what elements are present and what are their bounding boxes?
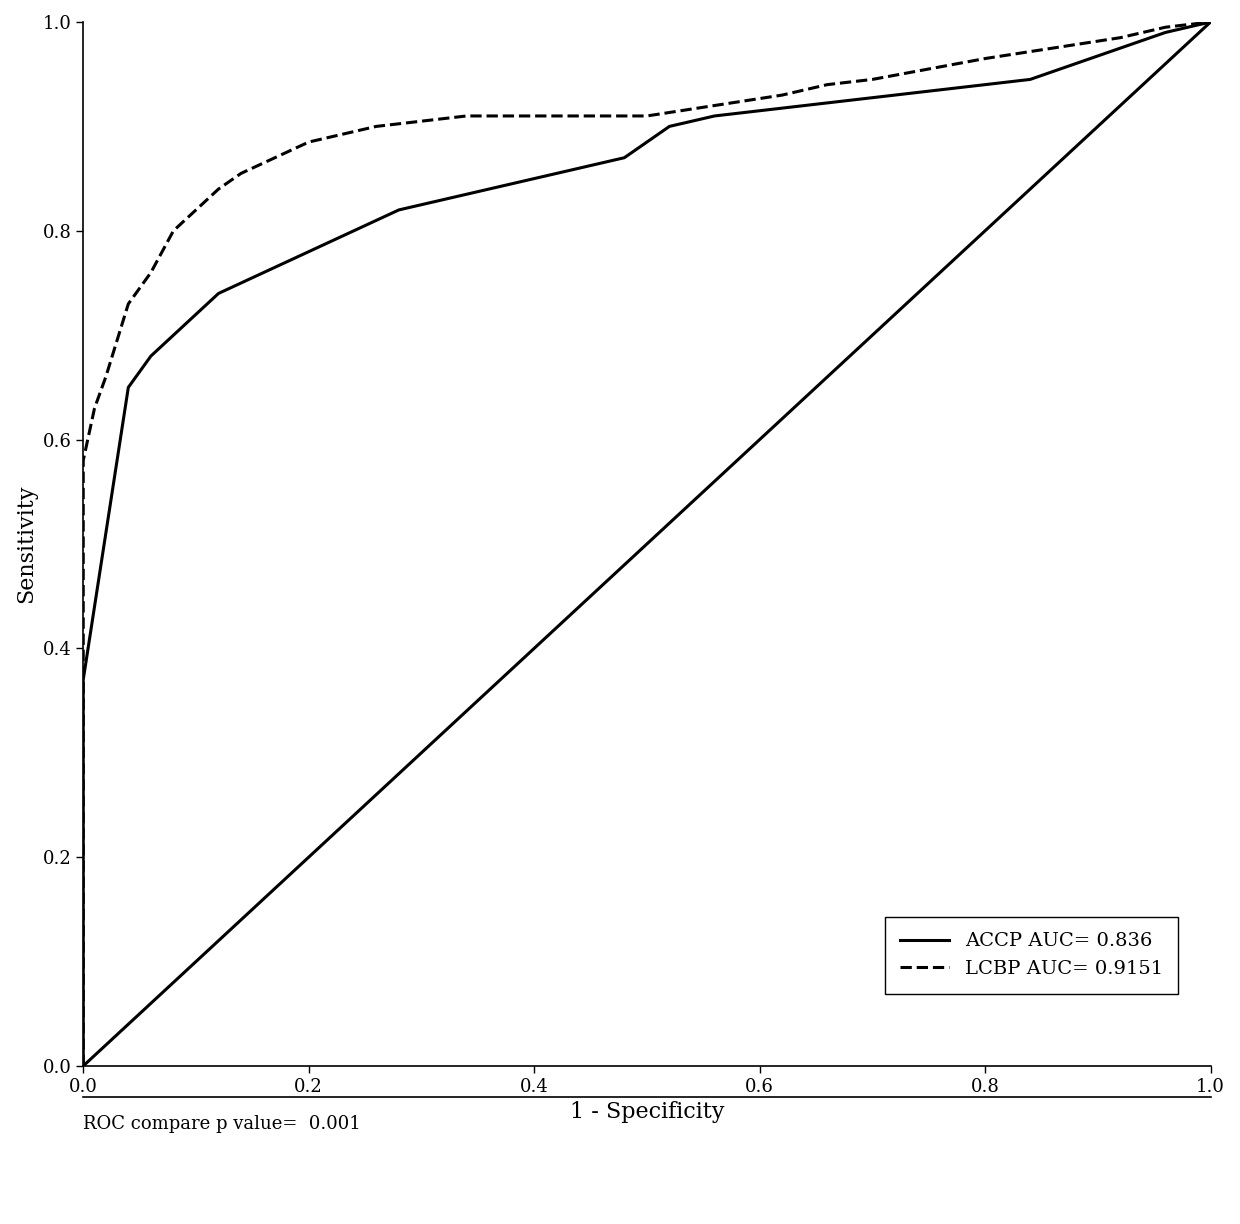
LCBP AUC= 0.9151	[211, 181, 226, 196]
Y-axis label: Sensitivity: Sensitivity	[15, 485, 37, 603]
LCBP AUC= 0.9151	[549, 109, 564, 124]
ACCP AUC= 0.836	[662, 119, 677, 133]
LCBP AUC= 0.9151	[76, 1059, 91, 1073]
LCBP AUC= 0.9151	[1158, 20, 1173, 34]
LCBP AUC= 0.9151	[977, 51, 992, 66]
ACCP AUC= 0.836	[257, 266, 272, 280]
ACCP AUC= 0.836	[324, 234, 339, 248]
ACCP AUC= 0.836	[166, 328, 181, 343]
Legend: ACCP AUC= 0.836, LCBP AUC= 0.9151: ACCP AUC= 0.836, LCBP AUC= 0.9151	[885, 917, 1178, 994]
LCBP AUC= 0.9151	[1203, 15, 1218, 29]
Line: LCBP AUC= 0.9151: LCBP AUC= 0.9151	[83, 22, 1210, 1066]
ACCP AUC= 0.836	[1203, 15, 1218, 29]
ACCP AUC= 0.836	[505, 176, 520, 191]
LCBP AUC= 0.9151	[98, 370, 113, 384]
Text: ROC compare p value=  0.001: ROC compare p value= 0.001	[83, 1115, 361, 1133]
Line: ACCP AUC= 0.836: ACCP AUC= 0.836	[83, 22, 1210, 1066]
X-axis label: 1 - Specificity: 1 - Specificity	[569, 1102, 724, 1124]
LCBP AUC= 0.9151	[166, 224, 181, 239]
ACCP AUC= 0.836	[618, 151, 632, 165]
ACCP AUC= 0.836	[76, 1059, 91, 1073]
